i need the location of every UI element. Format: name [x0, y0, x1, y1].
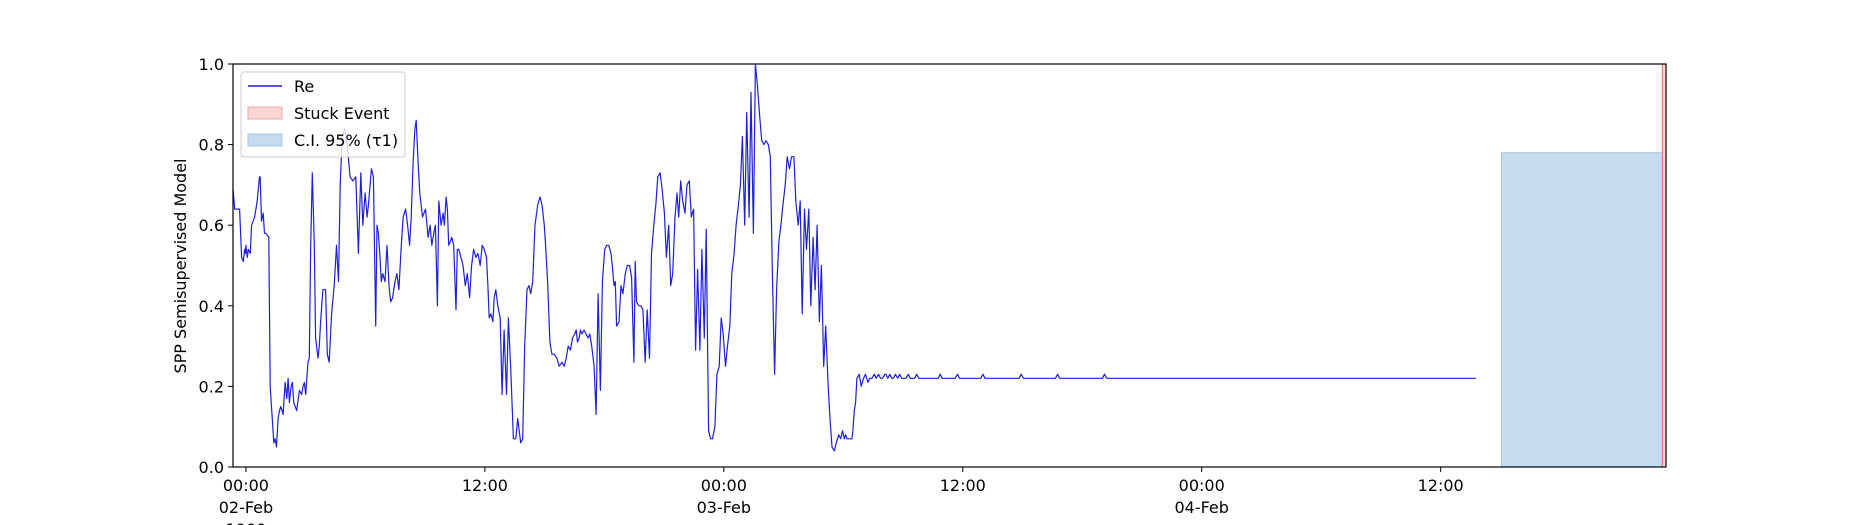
y-axis: 0.0 0.2 0.4 0.6 0.8 1.0	[199, 55, 233, 477]
legend-label: Re	[294, 77, 314, 96]
x-tick-label: 12:00	[1418, 476, 1464, 495]
x-tick-label: 00:00	[701, 476, 747, 495]
series-layer	[232, 63, 1476, 452]
legend-patch-swatch	[247, 106, 283, 120]
x-tick-label: 04-Feb	[1174, 498, 1228, 517]
y-tick-label: 1.0	[199, 55, 224, 74]
y-tick-label: 0.2	[199, 377, 224, 396]
x-tick-label: 12:00	[940, 476, 986, 495]
confidence-interval-band	[1500, 152, 1667, 468]
series-line-re	[232, 63, 1476, 452]
y-tick-label: 0.4	[199, 297, 224, 316]
x-tick-label: 00:00	[1179, 476, 1225, 495]
legend-label: Stuck Event	[294, 104, 390, 123]
legend: Re Stuck Event C.I. 95% (τ1)	[240, 71, 406, 158]
legend-patch-swatch	[247, 133, 283, 147]
x-tick-label: 00:00	[223, 476, 269, 495]
y-tick-label: 0.8	[199, 136, 224, 155]
y-tick-label: 0.6	[199, 216, 224, 235]
x-tick-label: 02-Feb	[219, 498, 273, 517]
y-tick-label: 0.0	[199, 458, 224, 477]
x-tick-label: 03-Feb	[697, 498, 751, 517]
x-tick-label: 12:00	[462, 476, 508, 495]
y-axis-label: SPP Semisupervised Model	[171, 159, 190, 374]
x-tick-label: 1900	[226, 520, 267, 525]
legend-label: C.I. 95% (τ1)	[294, 131, 398, 150]
x-axis: 00:00 02-Feb 1900 12:00 00:00 03-Feb 12:00 00:0…	[219, 467, 1464, 525]
bands-layer	[1500, 63, 1667, 468]
plot-frame	[232, 63, 1667, 468]
